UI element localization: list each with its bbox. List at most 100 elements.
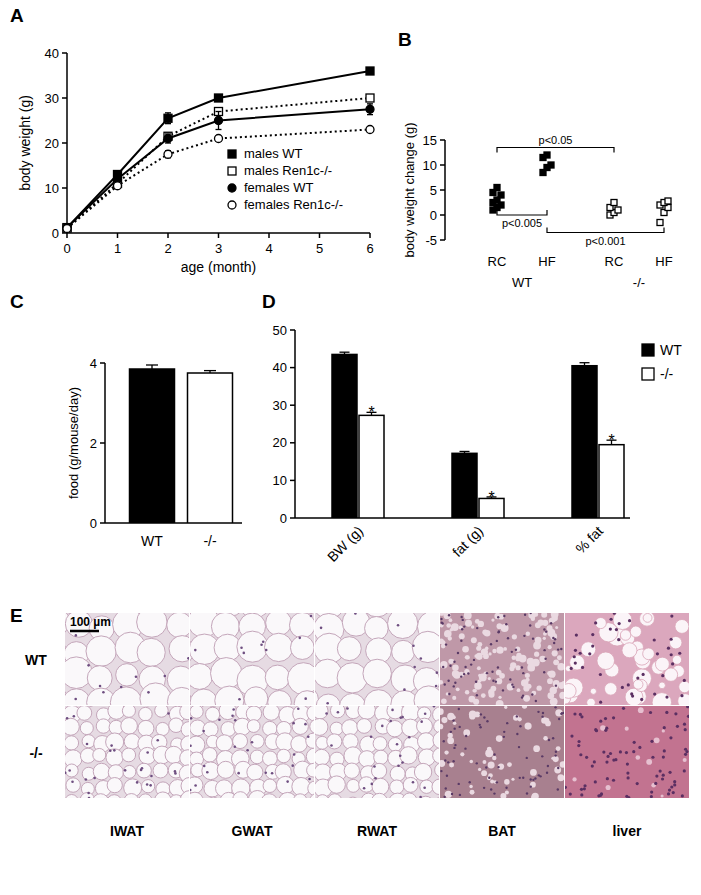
nucleus: [87, 664, 90, 667]
lipid-droplet: [498, 763, 504, 769]
nucleus: [237, 772, 240, 775]
nucleus: [479, 726, 481, 728]
adipocyte: [315, 719, 328, 736]
nucleus: [447, 679, 449, 681]
adipocyte: [167, 613, 189, 638]
nucleus: [399, 755, 402, 758]
sinusoid: [646, 759, 652, 765]
nucleus: [435, 685, 438, 688]
legend-label: males Ren1c-/-: [244, 163, 332, 178]
adipocyte: [414, 686, 439, 705]
x-tick: [218, 233, 220, 238]
nucleus: [626, 762, 629, 765]
nucleus: [146, 751, 149, 754]
adipocyte: [316, 694, 340, 705]
nucleus: [614, 758, 617, 761]
nucleus: [442, 666, 444, 668]
nucleus: [569, 792, 572, 795]
marker: [164, 135, 172, 143]
nucleus: [583, 784, 586, 787]
x-tick-label: BW (g): [324, 523, 366, 565]
nucleus: [136, 781, 139, 784]
nucleus: [535, 700, 537, 702]
bracket: [497, 210, 547, 215]
sinusoid: [661, 794, 664, 797]
adipocyte: [277, 749, 291, 763]
adipocyte: [167, 687, 189, 705]
adipocyte: [364, 690, 393, 705]
lipid-vacuole: [630, 626, 641, 637]
error-cap: [146, 364, 158, 365]
adipocyte: [373, 737, 387, 751]
adipocyte: [138, 720, 154, 736]
nucleus: [591, 765, 594, 768]
marker: [611, 200, 617, 206]
adipocyte: [315, 795, 316, 798]
adipocyte: [289, 613, 314, 638]
adipocyte: [190, 736, 205, 753]
nucleus: [560, 648, 562, 650]
nucleus: [585, 756, 588, 759]
nucleus: [452, 719, 454, 721]
nucleus: [555, 751, 557, 753]
nucleus: [667, 792, 670, 795]
adipocyte: [433, 748, 439, 764]
adipocyte: [292, 718, 308, 734]
nucleus: [627, 776, 630, 779]
nucleus: [238, 698, 241, 701]
nucleus: [242, 652, 245, 655]
nucleus: [310, 615, 313, 618]
lipid-droplet: [441, 717, 447, 723]
nucleus: [668, 771, 671, 774]
x-tick-label: RC: [605, 254, 624, 269]
adipocyte: [290, 636, 314, 660]
y-tick-label: 10: [45, 181, 59, 196]
y-tick-label: 5: [430, 183, 437, 198]
adipocyte: [80, 793, 94, 798]
x-tick-label: 2: [164, 241, 171, 256]
lipid-droplet: [466, 655, 470, 659]
nucleus: [663, 749, 666, 752]
nucleus: [580, 793, 583, 796]
nucleus: [490, 643, 492, 645]
nucleus: [521, 696, 523, 698]
adipocyte: [246, 706, 261, 721]
marker: [63, 224, 71, 232]
nucleus: [444, 683, 446, 685]
lipid-droplet: [551, 618, 555, 622]
nucleus: [519, 725, 521, 727]
nucleus: [65, 772, 67, 775]
nucleus: [109, 749, 112, 752]
nucleus: [529, 624, 531, 626]
y-tick: [290, 517, 295, 519]
micrograph: [190, 706, 314, 798]
adipocyte: [155, 706, 169, 717]
micrograph: [440, 613, 564, 705]
nucleus: [459, 794, 461, 796]
nucleus: [291, 764, 294, 767]
nucleus: [374, 777, 377, 780]
nucleus: [529, 778, 531, 780]
nucleus: [231, 714, 234, 717]
marker: [366, 105, 374, 113]
nucleus: [88, 797, 91, 798]
lipid-vacuole: [643, 648, 655, 660]
adipocyte: [237, 631, 268, 662]
nucleus: [665, 695, 668, 698]
lipid-droplet: [517, 688, 521, 692]
adipocyte: [202, 748, 217, 763]
x-tick-label: 0: [63, 241, 70, 256]
lipid-droplet: [526, 632, 530, 636]
nucleus: [512, 686, 514, 688]
lipid-droplet: [477, 642, 482, 647]
nucleus: [511, 651, 513, 653]
lipid-droplet: [548, 645, 552, 649]
panel-letter: D: [262, 291, 276, 312]
lipid-droplet: [543, 637, 546, 640]
micrograph: [315, 613, 439, 705]
adipocyte: [420, 780, 433, 793]
nucleus: [632, 750, 635, 753]
nucleus: [486, 672, 488, 674]
nucleus: [436, 671, 439, 674]
nucleus: [684, 748, 687, 751]
